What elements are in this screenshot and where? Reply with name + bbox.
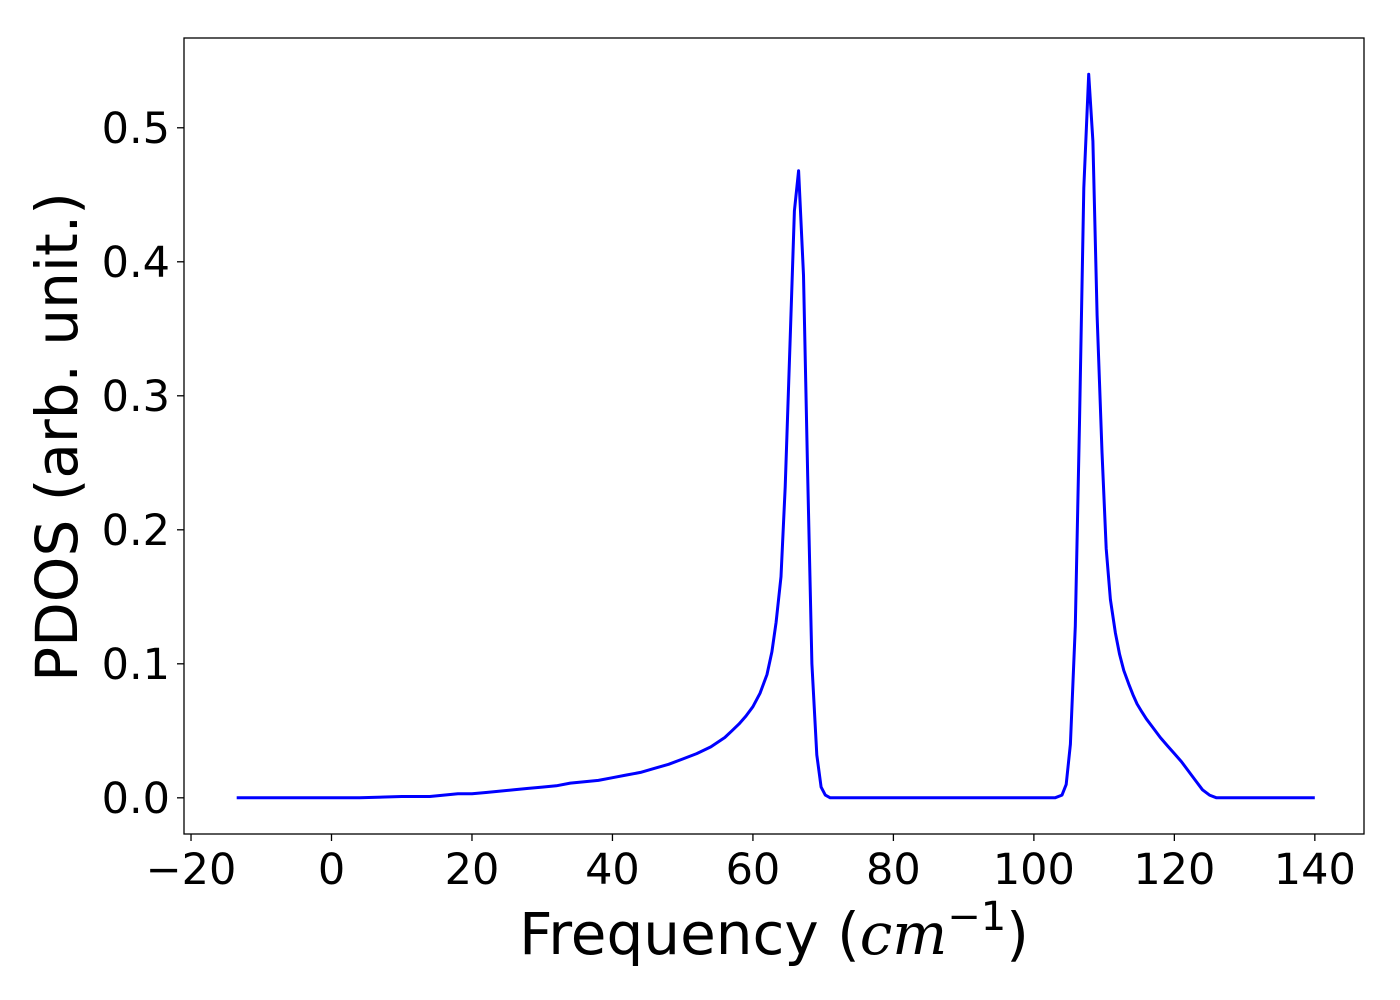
x-tick-label: 120	[1133, 845, 1215, 895]
y-tick-label: 0.4	[102, 238, 170, 288]
y-tick-label: 0.2	[102, 506, 170, 556]
x-axis-ticks: −20 0 20 40 60 80 100 120 140	[146, 834, 1356, 895]
x-tick-label: 40	[585, 845, 640, 895]
y-tick-label: 0.1	[102, 640, 170, 690]
x-tick-label: 140	[1274, 845, 1356, 895]
x-axis-label: Frequency (cm−1)	[519, 894, 1029, 968]
x-tick-label: 0	[318, 845, 345, 895]
y-axis-label: PDOS (arb. unit.)	[23, 192, 91, 682]
y-tick-label: 0.5	[102, 104, 170, 154]
series-line-0	[236, 72, 1315, 800]
y-tick-label: 0.3	[102, 372, 170, 422]
x-tick-label: 80	[866, 845, 921, 895]
x-tick-label: −20	[146, 845, 237, 895]
plot-frame	[183, 37, 1365, 835]
y-tick-label: 0.0	[102, 774, 170, 824]
x-tick-label: 20	[445, 845, 500, 895]
x-tick-label: 100	[993, 845, 1075, 895]
plot-area	[183, 37, 1365, 835]
y-axis-ticks: 0.0 0.1 0.2 0.3 0.4 0.5	[102, 104, 184, 824]
x-tick-label: 60	[726, 845, 781, 895]
